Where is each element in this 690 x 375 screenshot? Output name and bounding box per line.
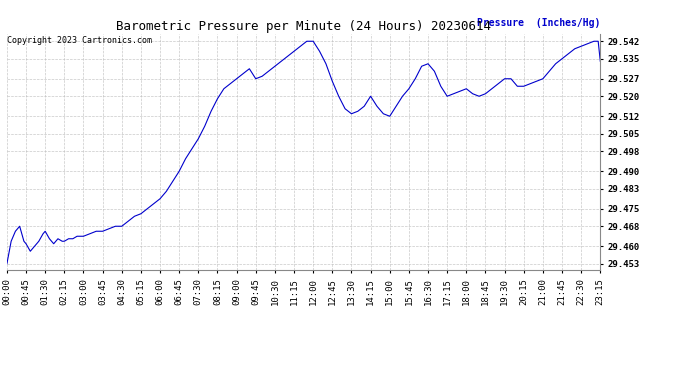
- Text: Pressure  (Inches/Hg): Pressure (Inches/Hg): [477, 18, 600, 28]
- Title: Barometric Pressure per Minute (24 Hours) 20230614: Barometric Pressure per Minute (24 Hours…: [116, 20, 491, 33]
- Text: Copyright 2023 Cartronics.com: Copyright 2023 Cartronics.com: [8, 36, 152, 45]
